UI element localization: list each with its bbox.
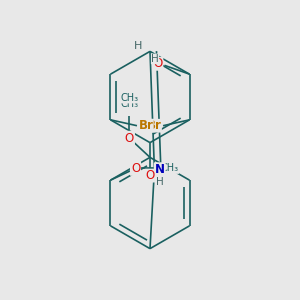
Text: CH₃: CH₃ xyxy=(160,164,179,173)
Text: N: N xyxy=(155,163,165,176)
Text: O: O xyxy=(125,132,134,145)
Text: Br: Br xyxy=(147,119,162,132)
Text: CH₃: CH₃ xyxy=(120,93,139,103)
Text: Br: Br xyxy=(138,119,153,132)
Text: H: H xyxy=(155,177,163,187)
Text: O: O xyxy=(154,57,163,70)
Text: O: O xyxy=(131,162,140,175)
Text: H: H xyxy=(134,41,142,51)
Text: H: H xyxy=(151,54,159,64)
Text: CH₃: CH₃ xyxy=(120,99,139,110)
Text: O: O xyxy=(146,169,154,182)
